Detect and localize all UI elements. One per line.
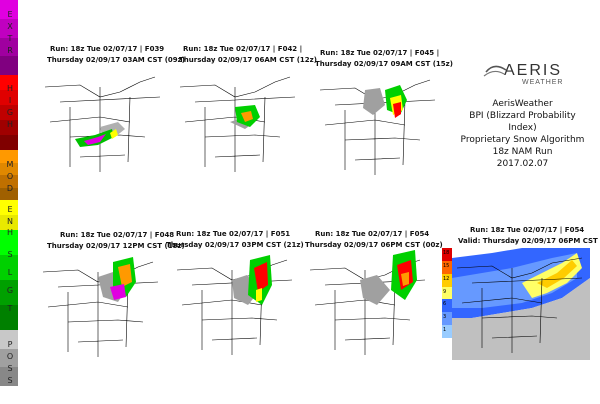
map-panel-3: [319, 79, 436, 175]
panel-4-run: Run: 18z Tue 02/07/17 | F048: [60, 231, 175, 239]
colorbar-label: 12: [443, 275, 450, 282]
map-panel-6: [309, 250, 426, 355]
scale-label: R: [7, 46, 13, 55]
snow-map-panel: [452, 248, 590, 360]
scale-segment-poss: [0, 385, 18, 404]
scale-segment-slgt: [0, 305, 18, 330]
scale-segment-enh: [0, 200, 18, 215]
panel-6-valid: Thursday 02/09/17 06PM CST (00z): [305, 241, 443, 249]
snow-panel-run: Run: 18z Tue 02/07/17 | F054: [470, 226, 585, 234]
scale-segment-extr: [0, 56, 18, 75]
scale-segment-high: [0, 90, 18, 105]
colorbar-label: 18: [443, 250, 450, 256]
scale-label: H: [6, 228, 13, 237]
map-panel-4: [42, 257, 159, 357]
scale-segment-slgt: [0, 230, 18, 255]
scale-label: S: [7, 364, 13, 373]
scale-label: T: [7, 304, 13, 313]
scale-segment-mod: [0, 150, 18, 163]
aeris-swirl-icon: [483, 65, 507, 77]
scale-label: S: [7, 250, 13, 259]
scale-label: O: [6, 352, 14, 361]
scale-label: I: [8, 96, 12, 105]
panel-3-run: Run: 18z Tue 02/07/17 | F045 |: [320, 49, 440, 57]
logo-sub: WEATHER: [522, 79, 564, 86]
info-block: AerisWeather BPI (Blizzard Probability I…: [455, 98, 590, 170]
scale-label: M: [6, 160, 14, 169]
scale-segment-high: [0, 135, 18, 150]
scale-label: P: [7, 340, 13, 349]
panel-2-run: Run: 18z Tue 02/07/17 | F042 |: [183, 45, 303, 53]
scale-segment-slgt: [0, 280, 18, 305]
colorbar-segment: [442, 248, 452, 261]
scale-segment-poss: [0, 348, 18, 367]
scale-segment-slgt: [0, 255, 18, 280]
panel-5-run: Run: 18z Tue 02/07/17 | F051: [176, 230, 291, 238]
scale-label: L: [7, 268, 13, 277]
scale-segment-enh: [0, 215, 18, 230]
scale-segment-extr: [0, 37, 18, 57]
colorbar-segment: [442, 273, 452, 287]
info-index: BPI (Blizzard Probability Index): [469, 111, 576, 133]
panel-5-valid: Thursday 02/09/17 03PM CST (21z): [166, 241, 304, 249]
scale-label: G: [6, 286, 14, 295]
colorbar-label: 6: [443, 301, 447, 308]
scale-label: T: [7, 34, 13, 43]
panel-2-valid: Thursday 02/09/17 06AM CST (12z): [179, 56, 317, 64]
colorbar-segment: [442, 325, 452, 338]
scale-segment-poss: [0, 367, 18, 386]
colorbar-segment: [442, 299, 452, 313]
panel-3-valid: Thursday 02/09/17 09AM CST (15z): [315, 60, 453, 68]
panel-4-valid: Thursday 02/09/17 12PM CST (18z): [47, 242, 185, 250]
colorbar-label: 15: [443, 262, 450, 269]
info-algorithm: Proprietary Snow Algorithm: [460, 135, 585, 145]
panel-1-valid: Thursday 02/09/17 03AM CST (09z): [47, 56, 185, 64]
aeris-logo: AERIS WEATHER: [480, 60, 580, 90]
scale-segment-poss: [0, 330, 18, 349]
scale-label: S: [7, 376, 13, 385]
colorbar-segment: [442, 312, 452, 326]
map-panel-5: [176, 255, 293, 355]
scale-label: D: [6, 184, 14, 193]
scale-segment-high: [0, 75, 18, 90]
scale-segment-mod: [0, 175, 18, 188]
map-panel-1: [44, 76, 161, 172]
colorbar-label: 1: [443, 327, 447, 334]
panel-6-run: Run: 18z Tue 02/07/17 | F054: [315, 230, 430, 238]
logo-name: AERIS: [504, 62, 563, 79]
snow-panel-valid: Valid: Thursday 02/09/17 06PM CST (00z): [458, 237, 600, 245]
map-panel-2: [179, 76, 296, 172]
scale-segment-high: [0, 105, 18, 120]
scale-label: X: [7, 22, 13, 31]
scale-label: E: [7, 10, 13, 19]
snow-colorbar: 18 15 12 9 6 3 1: [442, 248, 452, 338]
scale-label: G: [6, 108, 14, 117]
scale-segment-mod: [0, 187, 18, 200]
scale-segment-high: [0, 120, 18, 135]
scale-label: H: [6, 120, 13, 129]
info-run: 18z NAM Run: [492, 147, 553, 157]
scale-segment-mod: [0, 162, 18, 175]
info-date: 2017.02.07: [496, 159, 549, 169]
info-title: AerisWeather: [492, 99, 553, 109]
scale-segment-extr: [0, 0, 18, 19]
scale-label: E: [7, 205, 13, 214]
colorbar-segment: [442, 260, 452, 274]
colorbar-segment: [442, 286, 452, 300]
panel-1-run: Run: 18z Tue 02/07/17 | F039: [50, 45, 165, 53]
colorbar-label: 9: [443, 288, 447, 295]
colorbar-label: 3: [443, 314, 447, 321]
scale-label: H: [6, 84, 13, 93]
scale-label: O: [6, 172, 14, 181]
scale-segment-extr: [0, 18, 18, 38]
scale-label: N: [7, 217, 13, 226]
